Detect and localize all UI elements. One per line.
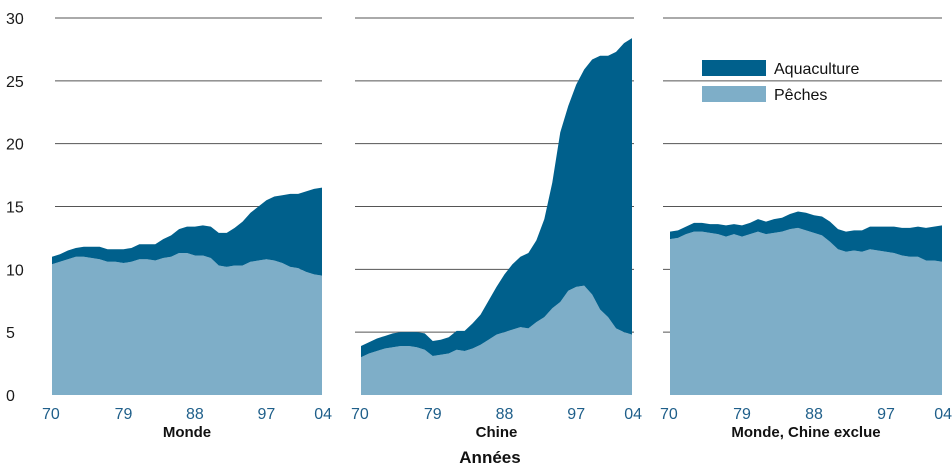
- x-tick-label: 70: [660, 406, 678, 423]
- panel-3: 70 79 88 97 04 Monde, Chine exclue: [660, 211, 952, 441]
- x-tick-label: 79: [733, 406, 751, 423]
- x-tick-label: 88: [496, 406, 514, 423]
- x-tick-label: 70: [351, 406, 369, 423]
- panels: 70 79 88 97 04 Monde 70 79 88 97 04 Chine 70 79 88 97 04…: [42, 38, 952, 441]
- x-tick-label: 88: [805, 406, 823, 423]
- legend-label-peches: Pêches: [774, 87, 827, 104]
- y-tick-label: 0: [6, 388, 15, 405]
- x-tick-label: 04: [934, 406, 952, 423]
- x-tick-label: 79: [115, 406, 133, 423]
- legend-label-aquaculture: Aquaculture: [774, 61, 859, 78]
- x-tick-label: 97: [567, 406, 585, 423]
- x-tick-label: 04: [624, 406, 642, 423]
- y-tick-label: 15: [6, 200, 24, 217]
- legend-swatch-aquaculture: [702, 60, 766, 76]
- y-tick-label: 10: [6, 262, 24, 279]
- x-axis-title: Années: [459, 448, 520, 467]
- x-tick-label: 97: [877, 406, 895, 423]
- panel-label: Monde, Chine exclue: [731, 424, 880, 441]
- x-tick-label: 88: [186, 406, 204, 423]
- panel-label: Chine: [476, 424, 518, 441]
- legend-swatch-peches: [702, 86, 766, 102]
- x-tick-label: 04: [314, 406, 332, 423]
- panel-1: 70 79 88 97 04 Monde: [42, 187, 332, 441]
- legend: Aquaculture Pêches: [702, 60, 859, 104]
- panel-label: Monde: [163, 424, 211, 441]
- y-tick-label: 20: [6, 137, 24, 154]
- x-tick-label: 70: [42, 406, 60, 423]
- y-tick-label: 5: [6, 325, 15, 342]
- area-aquaculture-1: [52, 187, 322, 276]
- area-pches-3: [670, 227, 942, 395]
- area-pches-1: [52, 253, 322, 395]
- x-tick-label: 97: [258, 406, 276, 423]
- y-tick-label: 25: [6, 74, 24, 91]
- area-aquaculture-3: [670, 211, 942, 262]
- x-tick-label: 79: [424, 406, 442, 423]
- area-aquaculture-2: [361, 38, 632, 358]
- area-pches-2: [361, 285, 632, 395]
- y-tick-label: 30: [6, 11, 24, 28]
- panel-2: 70 79 88 97 04 Chine: [351, 38, 642, 441]
- y-axis: 0 5 10 15 20 25 30: [6, 11, 24, 405]
